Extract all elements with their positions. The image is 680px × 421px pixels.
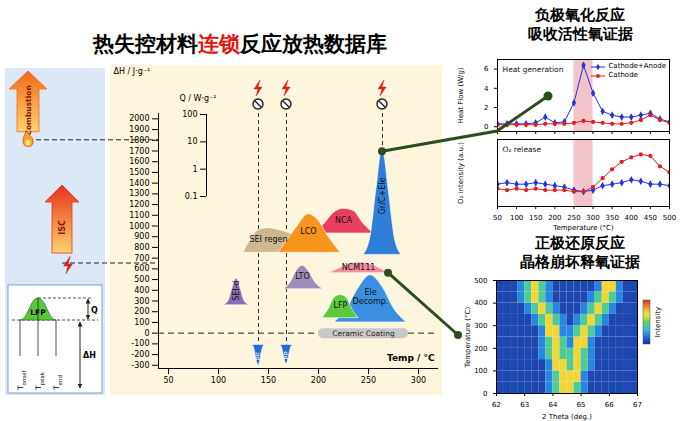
svg-text:300: 300 bbox=[411, 376, 426, 385]
svg-text:LFP: LFP bbox=[334, 301, 348, 310]
svg-text:-100: -100 bbox=[131, 339, 149, 348]
svg-text:1500: 1500 bbox=[129, 168, 149, 177]
svg-text:Q / W·g⁻¹: Q / W·g⁻¹ bbox=[180, 94, 217, 103]
svg-text:2: 2 bbox=[484, 104, 488, 112]
svg-text:1000: 1000 bbox=[129, 222, 149, 231]
svg-text:67: 67 bbox=[633, 401, 642, 409]
svg-text:LFP: LFP bbox=[30, 308, 46, 317]
svg-text:500: 500 bbox=[663, 214, 676, 222]
html-text:晶格崩坏释氧证据: 晶格崩坏释氧证据 bbox=[520, 253, 640, 271]
svg-text:800: 800 bbox=[134, 243, 149, 252]
svg-text:250: 250 bbox=[567, 214, 580, 222]
svg-text:Tend: Tend bbox=[52, 375, 63, 391]
svg-text:64: 64 bbox=[548, 401, 557, 409]
svg-text:-200: -200 bbox=[131, 350, 149, 359]
svg-text:Tpeak: Tpeak bbox=[34, 371, 46, 391]
svg-text:100: 100 bbox=[474, 367, 487, 375]
svg-text:ΔH: ΔH bbox=[83, 351, 96, 360]
svg-text:100: 100 bbox=[510, 214, 523, 222]
svg-text:100: 100 bbox=[182, 110, 197, 119]
svg-text:100: 100 bbox=[134, 318, 149, 327]
svg-text:1400: 1400 bbox=[129, 179, 149, 188]
html-text:负极氧化反应: 负极氧化反应 bbox=[535, 6, 625, 24]
svg-text:Tonset: Tonset bbox=[16, 369, 27, 391]
svg-text:500: 500 bbox=[134, 275, 149, 284]
svg-text:500: 500 bbox=[474, 277, 487, 285]
svg-text:1900: 1900 bbox=[129, 125, 149, 134]
svg-text:400: 400 bbox=[474, 299, 487, 307]
svg-text:1200: 1200 bbox=[129, 200, 149, 209]
svg-text:700: 700 bbox=[134, 254, 149, 263]
svg-text:Gr/C+Ele: Gr/C+Ele bbox=[378, 178, 387, 215]
svg-text:O₂ release: O₂ release bbox=[503, 145, 542, 154]
svg-text:NCM111: NCM111 bbox=[342, 263, 376, 272]
svg-text:150: 150 bbox=[261, 376, 276, 385]
svg-text:SEI regen: SEI regen bbox=[249, 235, 287, 244]
svg-text:Ceramic Coating: Ceramic Coating bbox=[332, 329, 395, 338]
svg-text:LTO: LTO bbox=[295, 272, 310, 281]
svg-text:250: 250 bbox=[361, 376, 376, 385]
svg-text:1800: 1800 bbox=[129, 136, 149, 145]
svg-text:400: 400 bbox=[625, 214, 638, 222]
svg-text:-300: -300 bbox=[131, 361, 149, 370]
svg-text:ΔH / J·g⁻¹: ΔH / J·g⁻¹ bbox=[114, 67, 151, 76]
svg-text:50: 50 bbox=[163, 376, 173, 385]
svg-text:EleDecomp.: EleDecomp. bbox=[353, 288, 389, 306]
svg-text:0: 0 bbox=[484, 123, 488, 131]
svg-text:100: 100 bbox=[211, 376, 226, 385]
svg-text:66: 66 bbox=[605, 401, 614, 409]
svg-text:1600: 1600 bbox=[129, 157, 149, 166]
svg-text:600: 600 bbox=[134, 264, 149, 273]
svg-text:350: 350 bbox=[605, 214, 618, 222]
svg-text:200: 200 bbox=[311, 376, 326, 385]
svg-text:NCA: NCA bbox=[335, 216, 353, 225]
html-text:吸收活性氧证据: 吸收活性氧证据 bbox=[527, 25, 633, 43]
svg-text:200: 200 bbox=[548, 214, 561, 222]
svg-text:450: 450 bbox=[644, 214, 657, 222]
svg-text:1700: 1700 bbox=[129, 147, 149, 156]
svg-text:Temperature (°C): Temperature (°C) bbox=[464, 307, 472, 369]
svg-text:0: 0 bbox=[144, 329, 149, 338]
svg-text:6: 6 bbox=[484, 65, 489, 73]
svg-text:63: 63 bbox=[520, 401, 529, 409]
svg-text:65: 65 bbox=[577, 401, 586, 409]
svg-text:0.1: 0.1 bbox=[185, 192, 198, 201]
svg-text:4: 4 bbox=[484, 85, 489, 93]
svg-text:1: 1 bbox=[192, 165, 197, 174]
svg-text:300: 300 bbox=[474, 322, 487, 330]
svg-text:200: 200 bbox=[474, 345, 487, 353]
svg-text:900: 900 bbox=[134, 232, 149, 241]
svg-text:1300: 1300 bbox=[129, 189, 149, 198]
svg-text:0: 0 bbox=[483, 390, 487, 398]
svg-text:150: 150 bbox=[529, 214, 542, 222]
svg-text:ISC: ISC bbox=[58, 220, 67, 235]
html-text:正极还原反应: 正极还原反应 bbox=[535, 234, 625, 252]
svg-text:300: 300 bbox=[134, 297, 149, 306]
svg-text:400: 400 bbox=[134, 286, 149, 295]
html-text:热失控材料连锁反应放热数据库: 热失控材料连锁反应放热数据库 bbox=[93, 32, 387, 56]
svg-text:Q: Q bbox=[91, 306, 98, 315]
svg-text:Heat Flow (W/g): Heat Flow (W/g) bbox=[457, 67, 465, 123]
svg-text:Temperature (°C): Temperature (°C) bbox=[552, 224, 614, 232]
svg-text:2 Theta (deg.): 2 Theta (deg.) bbox=[542, 413, 592, 421]
html-text:Cathode: Cathode bbox=[608, 71, 638, 79]
svg-text:200: 200 bbox=[134, 307, 149, 316]
svg-text:LCO: LCO bbox=[300, 227, 316, 236]
svg-text:Heat generation: Heat generation bbox=[503, 65, 564, 74]
svg-text:PP: PP bbox=[283, 351, 291, 359]
svg-text:50: 50 bbox=[493, 214, 502, 222]
svg-text:10: 10 bbox=[187, 137, 197, 146]
svg-text:O₂ intensity (a.u.): O₂ intensity (a.u.) bbox=[457, 142, 465, 204]
svg-text:2000: 2000 bbox=[129, 114, 149, 123]
svg-text:Temp / °C: Temp / °C bbox=[387, 353, 435, 363]
svg-text:PE: PE bbox=[255, 352, 263, 361]
svg-text:62: 62 bbox=[492, 401, 501, 409]
html-text:Cathode+Anode: Cathode+Anode bbox=[608, 62, 666, 70]
svg-text:Intensity: Intensity bbox=[654, 307, 662, 337]
svg-text:300: 300 bbox=[586, 214, 599, 222]
svg-text:SEI-d: SEI-d bbox=[232, 280, 241, 300]
svg-text:Combustion: Combustion bbox=[24, 85, 33, 135]
svg-text:1100: 1100 bbox=[129, 211, 149, 220]
